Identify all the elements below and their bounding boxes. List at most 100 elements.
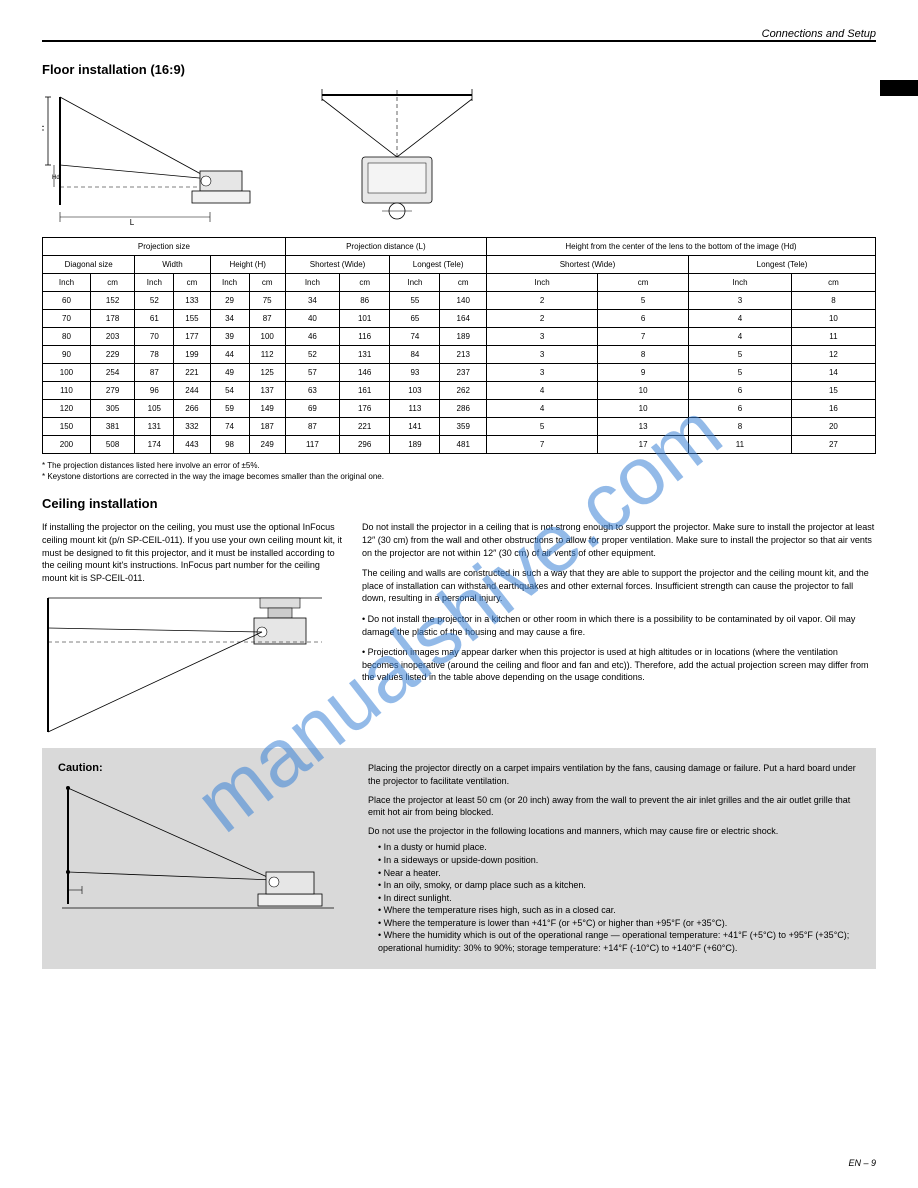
caution-text: Placing the projector directly on a carp… bbox=[368, 762, 860, 954]
caution-block: Caution: Placing the projector directly … bbox=[42, 748, 876, 968]
table-cell: 70 bbox=[135, 328, 174, 346]
floor-top-diagram bbox=[312, 87, 482, 227]
table-cell: 7 bbox=[598, 328, 689, 346]
table-cell: 286 bbox=[440, 400, 486, 418]
table-cell: 237 bbox=[440, 364, 486, 382]
table-cell: 93 bbox=[390, 364, 440, 382]
table-cell: 6 bbox=[689, 400, 792, 418]
table-cell: 2 bbox=[486, 292, 597, 310]
table-cell: 103 bbox=[390, 382, 440, 400]
table-cell: 74 bbox=[210, 418, 249, 436]
table-row: 200508174443982491172961894817171127 bbox=[43, 436, 876, 454]
header-rule bbox=[42, 40, 876, 42]
ceiling-diagram bbox=[42, 592, 332, 742]
table-cell: 96 bbox=[135, 382, 174, 400]
ceiling-para-2: Do not install the projector in a ceilin… bbox=[362, 521, 876, 559]
table-cell: 199 bbox=[174, 346, 210, 364]
table-cell: 149 bbox=[249, 400, 285, 418]
table-cell: 10 bbox=[791, 310, 875, 328]
table-cell: 110 bbox=[43, 382, 91, 400]
table-cell: 131 bbox=[135, 418, 174, 436]
table-row: 601525213329753486551402538 bbox=[43, 292, 876, 310]
section2-title: Ceiling installation bbox=[42, 496, 876, 511]
table-cell: 189 bbox=[440, 328, 486, 346]
th-shortest-wide: Shortest (Wide) bbox=[285, 256, 390, 274]
table-cell: 39 bbox=[210, 328, 249, 346]
table-row: 1002548722149125571469323739514 bbox=[43, 364, 876, 382]
svg-text:Hd: Hd bbox=[52, 175, 60, 181]
ceiling-para-5: • Projection images may appear darker wh… bbox=[362, 646, 876, 684]
table-row: 110279962445413763161103262410615 bbox=[43, 382, 876, 400]
table-cell: 4 bbox=[689, 310, 792, 328]
table-cell: 46 bbox=[285, 328, 339, 346]
table-cell: 84 bbox=[390, 346, 440, 364]
table-cell: 4 bbox=[486, 400, 597, 418]
table-cell: 60 bbox=[43, 292, 91, 310]
table-cell: 189 bbox=[390, 436, 440, 454]
th-height: Height (H) bbox=[210, 256, 285, 274]
table-cell: 296 bbox=[340, 436, 390, 454]
table-cell: 52 bbox=[285, 346, 339, 364]
table-cell: 508 bbox=[90, 436, 134, 454]
floor-side-diagram: H L Hd bbox=[42, 87, 252, 227]
table-cell: 11 bbox=[689, 436, 792, 454]
table-cell: 3 bbox=[689, 292, 792, 310]
table-cell: 221 bbox=[174, 364, 210, 382]
table-cell: 221 bbox=[340, 418, 390, 436]
table-cell: 305 bbox=[90, 400, 134, 418]
table-cell: 164 bbox=[440, 310, 486, 328]
table-cell: 61 bbox=[135, 310, 174, 328]
table-cell: 80 bbox=[43, 328, 91, 346]
table-cell: 52 bbox=[135, 292, 174, 310]
table-cell: 11 bbox=[791, 328, 875, 346]
table-cell: 279 bbox=[90, 382, 134, 400]
table-cell: 3 bbox=[486, 346, 597, 364]
th-width: Width bbox=[135, 256, 210, 274]
table-cell: 213 bbox=[440, 346, 486, 364]
table-cell: 4 bbox=[689, 328, 792, 346]
table-cell: 443 bbox=[174, 436, 210, 454]
table-cell: 69 bbox=[285, 400, 339, 418]
table-cell: 140 bbox=[440, 292, 486, 310]
table-cell: 249 bbox=[249, 436, 285, 454]
th-height-hd: Height from the center of the lens to th… bbox=[486, 238, 875, 256]
section1-diagrams: H L Hd bbox=[42, 87, 876, 227]
table-cell: 34 bbox=[285, 292, 339, 310]
table-cell: 87 bbox=[285, 418, 339, 436]
caution-bullet: • Where the temperature rises high, such… bbox=[368, 904, 860, 917]
th-longest-tele-2: Longest (Tele) bbox=[689, 256, 876, 274]
table-cell: 100 bbox=[249, 328, 285, 346]
ceiling-para-4: • Do not install the projector in a kitc… bbox=[362, 613, 876, 638]
table-cell: 178 bbox=[90, 310, 134, 328]
table-cell: 125 bbox=[249, 364, 285, 382]
table-cell: 120 bbox=[43, 400, 91, 418]
table-row: 1503811313327418787221141359513820 bbox=[43, 418, 876, 436]
table-cell: 152 bbox=[90, 292, 134, 310]
table-cell: 59 bbox=[210, 400, 249, 418]
table-cell: 381 bbox=[90, 418, 134, 436]
table-cell: 203 bbox=[90, 328, 134, 346]
table-cell: 87 bbox=[135, 364, 174, 382]
table-cell: 137 bbox=[249, 382, 285, 400]
table-cell: 254 bbox=[90, 364, 134, 382]
th-longest-tele: Longest (Tele) bbox=[390, 256, 487, 274]
table-cell: 12 bbox=[791, 346, 875, 364]
table-cell: 133 bbox=[174, 292, 210, 310]
table-cell: 105 bbox=[135, 400, 174, 418]
table-cell: 161 bbox=[340, 382, 390, 400]
table-cell: 113 bbox=[390, 400, 440, 418]
table-cell: 2 bbox=[486, 310, 597, 328]
table-cell: 55 bbox=[390, 292, 440, 310]
table-cell: 3 bbox=[486, 364, 597, 382]
table-cell: 17 bbox=[598, 436, 689, 454]
table-cell: 6 bbox=[598, 310, 689, 328]
header-category: Connections and Setup bbox=[762, 28, 876, 40]
table-cell: 90 bbox=[43, 346, 91, 364]
table-cell: 16 bbox=[791, 400, 875, 418]
table-cell: 87 bbox=[249, 310, 285, 328]
table-cell: 262 bbox=[440, 382, 486, 400]
table-cell: 244 bbox=[174, 382, 210, 400]
table-cell: 146 bbox=[340, 364, 390, 382]
th-shortest-wide-2: Shortest (Wide) bbox=[486, 256, 688, 274]
table-cell: 229 bbox=[90, 346, 134, 364]
